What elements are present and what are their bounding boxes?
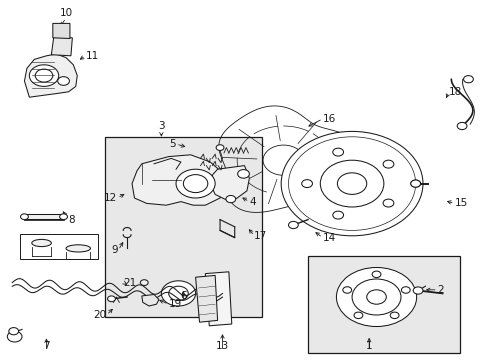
Circle shape [58,77,69,85]
Text: 13: 13 [215,341,229,351]
Circle shape [382,160,393,168]
Polygon shape [142,294,159,306]
Text: 4: 4 [249,197,256,207]
Circle shape [9,328,19,335]
Circle shape [140,280,148,285]
Text: 21: 21 [123,278,137,288]
Text: 12: 12 [104,193,117,203]
Circle shape [60,214,67,220]
Text: 15: 15 [454,198,467,208]
Circle shape [337,173,366,194]
Circle shape [463,76,472,83]
Text: 1: 1 [365,341,372,351]
Circle shape [389,312,398,319]
Circle shape [353,312,362,319]
Text: 9: 9 [111,245,118,255]
Circle shape [342,287,351,293]
Text: 17: 17 [254,231,267,241]
Circle shape [401,287,409,293]
Text: 3: 3 [158,121,164,131]
Text: 7: 7 [43,341,50,351]
Circle shape [216,145,224,150]
Circle shape [29,65,59,86]
Polygon shape [51,37,72,56]
Polygon shape [24,54,77,97]
Text: 8: 8 [68,215,75,225]
Circle shape [225,195,235,203]
Circle shape [20,214,28,220]
Circle shape [320,160,383,207]
Circle shape [176,169,215,198]
Circle shape [263,145,304,175]
Circle shape [366,290,386,304]
Text: 11: 11 [85,51,99,61]
Circle shape [382,199,393,207]
Text: 18: 18 [448,87,461,97]
Circle shape [336,267,416,327]
Circle shape [288,221,298,229]
Polygon shape [195,275,217,322]
Text: 20: 20 [93,310,106,320]
Polygon shape [24,214,63,219]
Polygon shape [205,272,231,326]
Circle shape [412,287,422,294]
Circle shape [161,281,195,306]
Polygon shape [210,166,249,202]
FancyBboxPatch shape [307,256,459,353]
Circle shape [107,296,115,302]
Circle shape [301,180,312,188]
Circle shape [332,211,343,219]
Circle shape [332,148,343,156]
Circle shape [351,279,400,315]
Circle shape [281,131,422,236]
Circle shape [237,170,249,178]
Text: 5: 5 [169,139,176,149]
Text: 19: 19 [168,299,182,309]
Circle shape [7,331,22,342]
Circle shape [410,180,420,187]
Ellipse shape [32,239,51,247]
Circle shape [183,175,207,193]
Circle shape [410,180,420,187]
Text: 16: 16 [322,114,335,124]
Polygon shape [132,155,224,205]
Circle shape [456,122,466,130]
Text: 10: 10 [60,8,72,18]
Polygon shape [53,23,70,39]
Text: 6: 6 [180,291,186,301]
Ellipse shape [66,245,90,252]
FancyBboxPatch shape [105,137,261,317]
Text: 14: 14 [322,233,335,243]
Circle shape [35,69,53,82]
Text: 2: 2 [437,285,444,295]
Circle shape [371,271,380,278]
Circle shape [168,286,188,301]
